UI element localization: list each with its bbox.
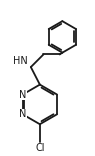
- Text: N: N: [19, 109, 26, 119]
- Text: Cl: Cl: [35, 143, 45, 153]
- Text: HN: HN: [13, 56, 28, 66]
- Text: N: N: [19, 90, 26, 100]
